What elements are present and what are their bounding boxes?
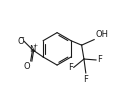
Text: O: O	[17, 37, 24, 46]
Text: −: −	[19, 35, 25, 41]
Text: +: +	[33, 43, 38, 48]
Text: F: F	[83, 75, 88, 84]
Text: F: F	[97, 55, 102, 64]
Text: OH: OH	[95, 30, 108, 39]
Text: N: N	[29, 45, 36, 54]
Text: F: F	[68, 63, 73, 72]
Text: O: O	[24, 62, 30, 71]
